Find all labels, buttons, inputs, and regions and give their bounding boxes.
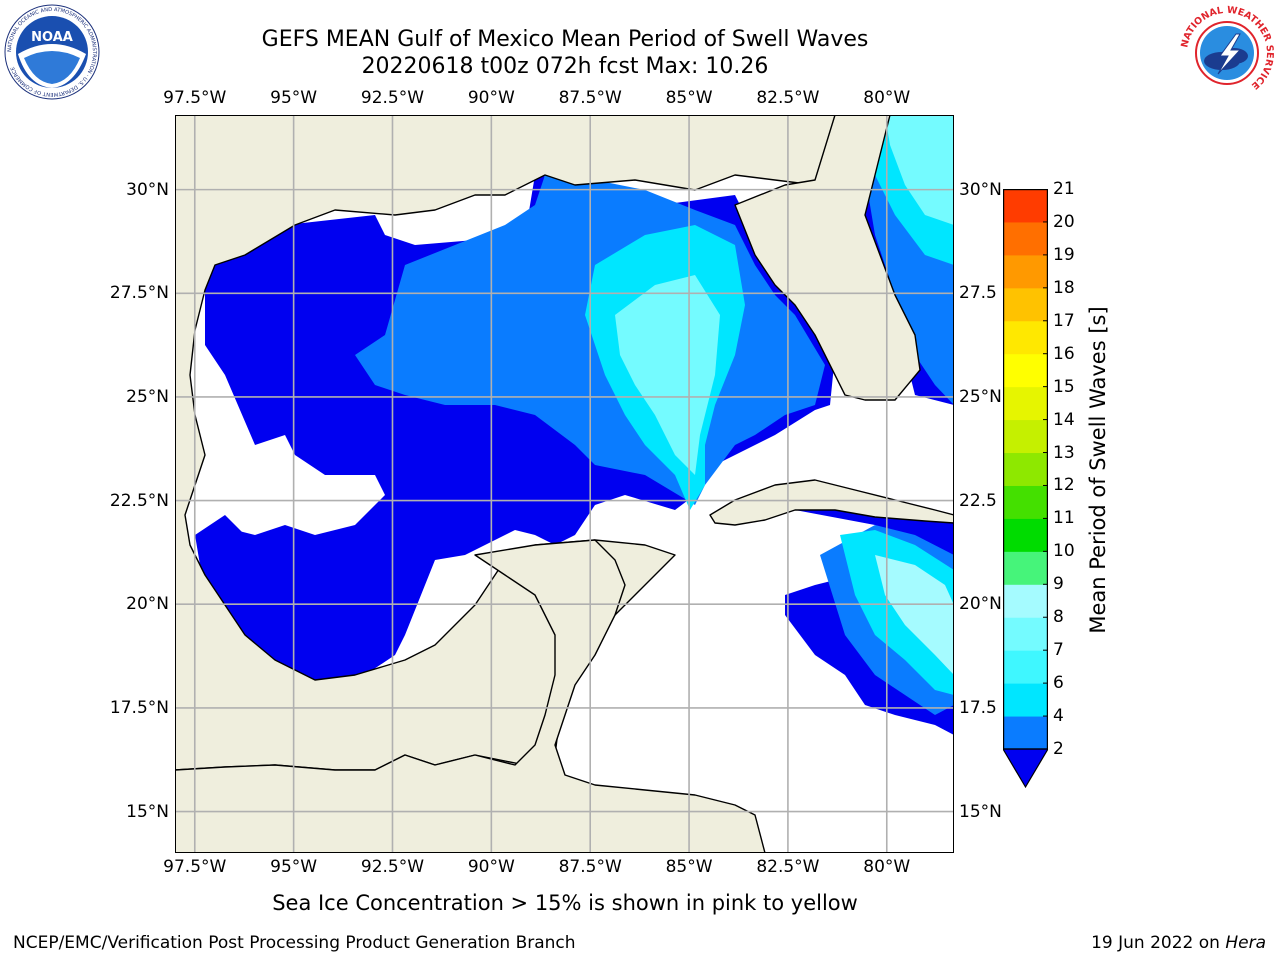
lon-tick-label: 80°W — [863, 857, 911, 877]
lon-tick-label: 95°W — [270, 857, 318, 877]
credit-date-host: 19 Jun 2022 on Hera — [1091, 933, 1266, 953]
lon-tick-label: 80°W — [863, 88, 911, 108]
colorbar-tick-label: 15 — [1053, 376, 1075, 397]
colorbar-swatch — [1003, 617, 1048, 651]
lon-tick-label: 87.5°W — [558, 88, 622, 108]
lat-tick-label-left: 22.5°N — [109, 490, 169, 511]
nws-logo: NATIONAL WEATHER SERVICE — [1179, 5, 1275, 101]
lon-tick-label: 90°W — [467, 88, 515, 108]
lat-tick-label-right: 30°N — [959, 179, 1002, 200]
colorbar-tick-label: 18 — [1053, 277, 1075, 298]
lat-tick-label-right: 22.5 — [959, 490, 997, 511]
lon-tick-label: 87.5°W — [558, 857, 622, 877]
colorbar-swatch — [1003, 287, 1048, 322]
swell-zone-6-8-atlantic — [885, 115, 954, 225]
lat-tick-label-left: 17.5°N — [109, 697, 169, 718]
colorbar-swatch — [1003, 189, 1048, 223]
colorbar-tick-label: 2 — [1053, 739, 1064, 759]
colorbar-tick-label: 9 — [1053, 574, 1064, 595]
colorbar-tick-label: 6 — [1053, 673, 1064, 694]
colorbar-tick-label: 14 — [1053, 409, 1075, 430]
lon-tick-label: 85°W — [665, 88, 713, 108]
land-yucatan-central-america — [175, 539, 766, 853]
noaa-logo-center: NOAA — [31, 30, 73, 45]
colorbar-tick-label: 21 — [1053, 179, 1075, 199]
colorbar-tick-label: 4 — [1053, 706, 1064, 727]
colorbar-swatch — [1003, 221, 1048, 256]
colorbar-swatch — [1003, 320, 1048, 355]
lon-tick-label: 97.5°W — [163, 88, 227, 108]
colorbar-tick-label: 19 — [1053, 244, 1075, 265]
colorbar-swatch — [1003, 551, 1048, 585]
colorbar-tick-label: 16 — [1053, 343, 1075, 364]
lat-tick-label-left: 27.5°N — [109, 283, 169, 304]
colorbar-swatch — [1003, 419, 1048, 454]
lon-tick-label: 90°W — [467, 857, 515, 877]
colorbar-swatch — [1003, 353, 1048, 388]
lon-tick-label: 92.5°W — [360, 857, 425, 877]
lat-tick-label-left: 20°N — [126, 594, 169, 615]
credit-branch: NCEP/EMC/Verification Post Processing Pr… — [13, 933, 576, 953]
land-cuba — [709, 479, 954, 526]
lon-tick-label: 82.5°W — [756, 857, 820, 877]
credit-date: 19 Jun 2022 on — [1091, 933, 1226, 953]
lat-tick-label-left: 15°N — [126, 801, 169, 822]
colorbar-under-extension — [1003, 748, 1048, 789]
colorbar-swatch — [1003, 716, 1048, 750]
lat-tick-label-right: 15°N — [959, 801, 1002, 822]
colorbar-frame — [1003, 189, 1048, 750]
lon-tick-label: 97.5°W — [163, 857, 227, 877]
lat-tick-label-left: 30°N — [126, 179, 169, 200]
colorbar-tick-label: 11 — [1053, 508, 1075, 529]
colorbar-tick-label: 13 — [1053, 442, 1075, 463]
colorbar-swatch — [1003, 452, 1048, 486]
colorbar-swatch — [1003, 485, 1048, 519]
lat-tick-label-right: 20°N — [959, 594, 1002, 615]
colorbar-swatch — [1003, 650, 1048, 684]
lat-tick-label-left: 25°N — [126, 386, 169, 407]
noaa-logo: NATIONAL OCEANIC AND ATMOSPHERIC ADMINIS… — [4, 4, 100, 100]
swell-zone-lt2-west — [195, 515, 325, 675]
colorbar-tick-label: 8 — [1053, 607, 1064, 628]
land — [175, 115, 954, 853]
title-line-1: GEFS MEAN Gulf of Mexico Mean Period of … — [261, 27, 869, 52]
colorbar-tick-label: 10 — [1053, 541, 1075, 562]
title-line-2: 20220618 t00z 072h fcst Max: 10.26 — [361, 54, 769, 79]
colorbar-swatch — [1003, 254, 1048, 289]
lat-tick-label-right: 25°N — [959, 386, 1002, 407]
colorbar-tick-label: 17 — [1053, 310, 1075, 331]
colorbar-tick-label: 12 — [1053, 475, 1075, 496]
lat-tick-label-right: 17.5 — [959, 697, 997, 718]
colorbar-swatch — [1003, 518, 1048, 552]
colorbar-tick-label: 7 — [1053, 640, 1064, 661]
graticule — [175, 115, 954, 853]
lat-tick-label-right: 27.5 — [959, 283, 997, 304]
swell-zone-8-9 — [875, 555, 954, 675]
sea-ice-footnote: Sea Ice Concentration > 15% is shown in … — [272, 891, 858, 915]
credit-host: Hera — [1225, 933, 1266, 953]
colorbar-title: Mean Period of Swell Waves [s] — [1086, 306, 1110, 634]
colorbar-swatch — [1003, 683, 1048, 717]
swell-zone-6-8 — [615, 275, 720, 475]
lon-tick-label: 85°W — [665, 857, 713, 877]
lon-tick-label: 95°W — [270, 88, 318, 108]
colorbar-tick-label: 20 — [1053, 211, 1075, 232]
colorbar — [1003, 189, 1048, 789]
map — [175, 115, 954, 853]
colorbar-swatch — [1003, 584, 1048, 618]
lon-tick-label: 82.5°W — [756, 88, 820, 108]
lon-tick-label: 92.5°W — [360, 88, 425, 108]
colorbar-swatch — [1003, 386, 1048, 421]
